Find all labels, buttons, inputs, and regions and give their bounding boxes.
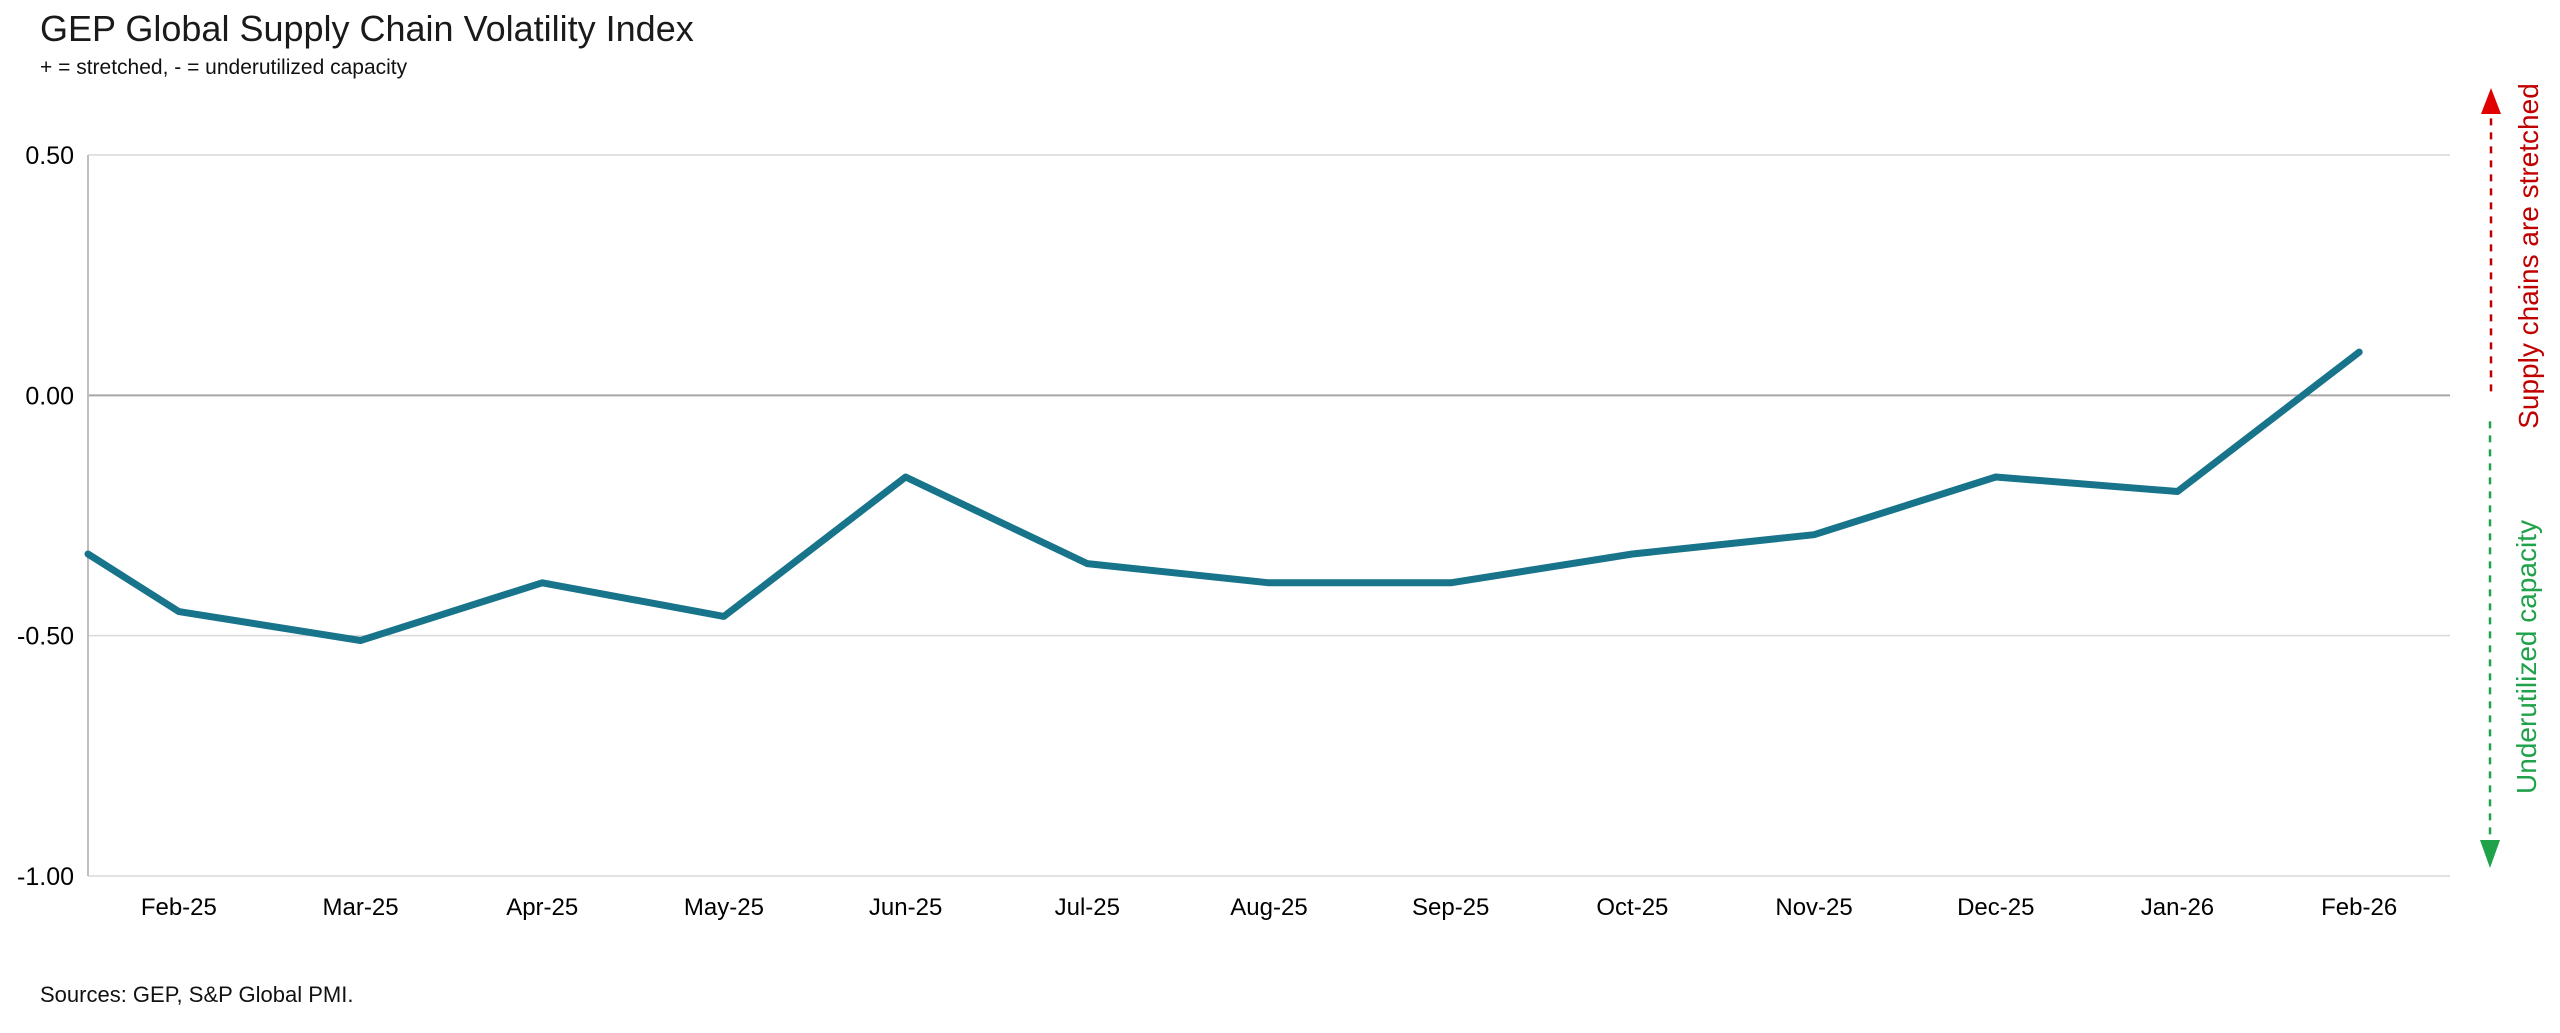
underutilized-arrow-head — [2480, 840, 2500, 868]
x-axis-tick-label: Nov-25 — [1775, 894, 1852, 921]
x-axis-tick-label: Feb-26 — [2321, 894, 2397, 921]
y-axis-tick-label: -0.50 — [17, 623, 74, 651]
y-axis-tick-label: 0.50 — [25, 142, 74, 170]
page-title: GEP Global Supply Chain Volatility Index — [40, 8, 694, 49]
stretched-arrow-head — [2481, 88, 2501, 114]
index-line-series — [84, 348, 2363, 644]
page-subtitle: + = stretched, - = underutilized capacit… — [40, 56, 408, 79]
x-axis-tick-label: Dec-25 — [1957, 894, 2034, 921]
y-axis-tick-label: 0.00 — [25, 382, 74, 410]
x-axis-tick-label: Jul-25 — [1055, 894, 1120, 921]
y-axis-tick-label: -1.00 — [17, 863, 74, 891]
x-axis-tick-label: Oct-25 — [1596, 894, 1668, 921]
underutilized-label: Underutilized capacity — [2511, 520, 2542, 794]
x-axis-tick-label: Apr-25 — [506, 894, 578, 921]
x-axis-tick-label: Mar-25 — [323, 894, 399, 921]
x-axis-tick-label: Sep-25 — [1412, 894, 1489, 921]
sources-note: Sources: GEP, S&P Global PMI. — [40, 982, 354, 1007]
x-axis-tick-label: Jan-26 — [2141, 894, 2214, 921]
x-axis-tick-label: May-25 — [684, 894, 764, 921]
x-axis-tick-label: Aug-25 — [1230, 894, 1307, 921]
x-axis-tick-label: Jun-25 — [869, 894, 942, 921]
x-axis-tick-label: Feb-25 — [141, 894, 217, 921]
stretched-label: Supply chains are stretched — [2513, 83, 2544, 429]
